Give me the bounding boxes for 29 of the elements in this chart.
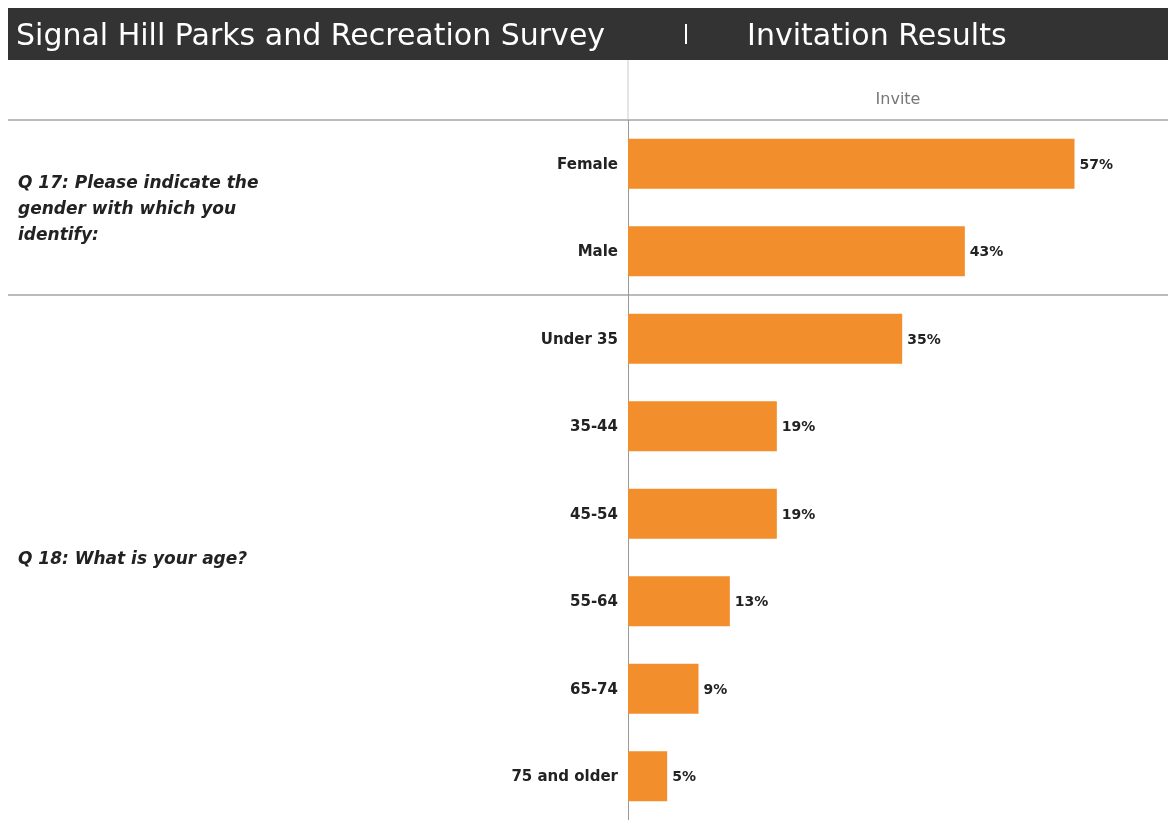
y-tick-label: 35-44 (570, 417, 618, 436)
bar (628, 488, 777, 539)
bar (628, 576, 730, 627)
y-tick-label: 65-74 (570, 679, 618, 698)
series-label: Invite (875, 88, 921, 108)
data-label: 57% (1079, 155, 1114, 172)
bar (628, 226, 965, 277)
data-label: 43% (969, 243, 1004, 260)
data-label: 13% (734, 593, 769, 610)
chart-subtitle: Invitation Results (747, 16, 1007, 52)
y-tick-label: Female (557, 154, 618, 173)
y-tick-label: Under 35 (540, 329, 618, 348)
y-tick-label: 75 and older (511, 767, 619, 786)
data-label: 5% (672, 768, 696, 785)
bar (628, 138, 1075, 189)
bar (628, 313, 903, 364)
bar (628, 663, 699, 714)
text: Signal Hill Parks and Recreation Survey (16, 16, 606, 52)
bar (628, 751, 668, 802)
data-label: 35% (907, 330, 941, 347)
data-label: 19% (781, 418, 816, 435)
y-tick-label: Male (577, 242, 618, 261)
y-tick-label: 55-64 (570, 592, 618, 611)
y-tick-label: 45-54 (570, 504, 618, 523)
text: Q 18: What is your age? (18, 547, 248, 568)
data-label: 19% (781, 505, 816, 522)
text: Q 17: Please indicate the gender with which you identify: (18, 171, 265, 244)
bar (628, 401, 777, 452)
data-label: 9% (703, 680, 728, 697)
